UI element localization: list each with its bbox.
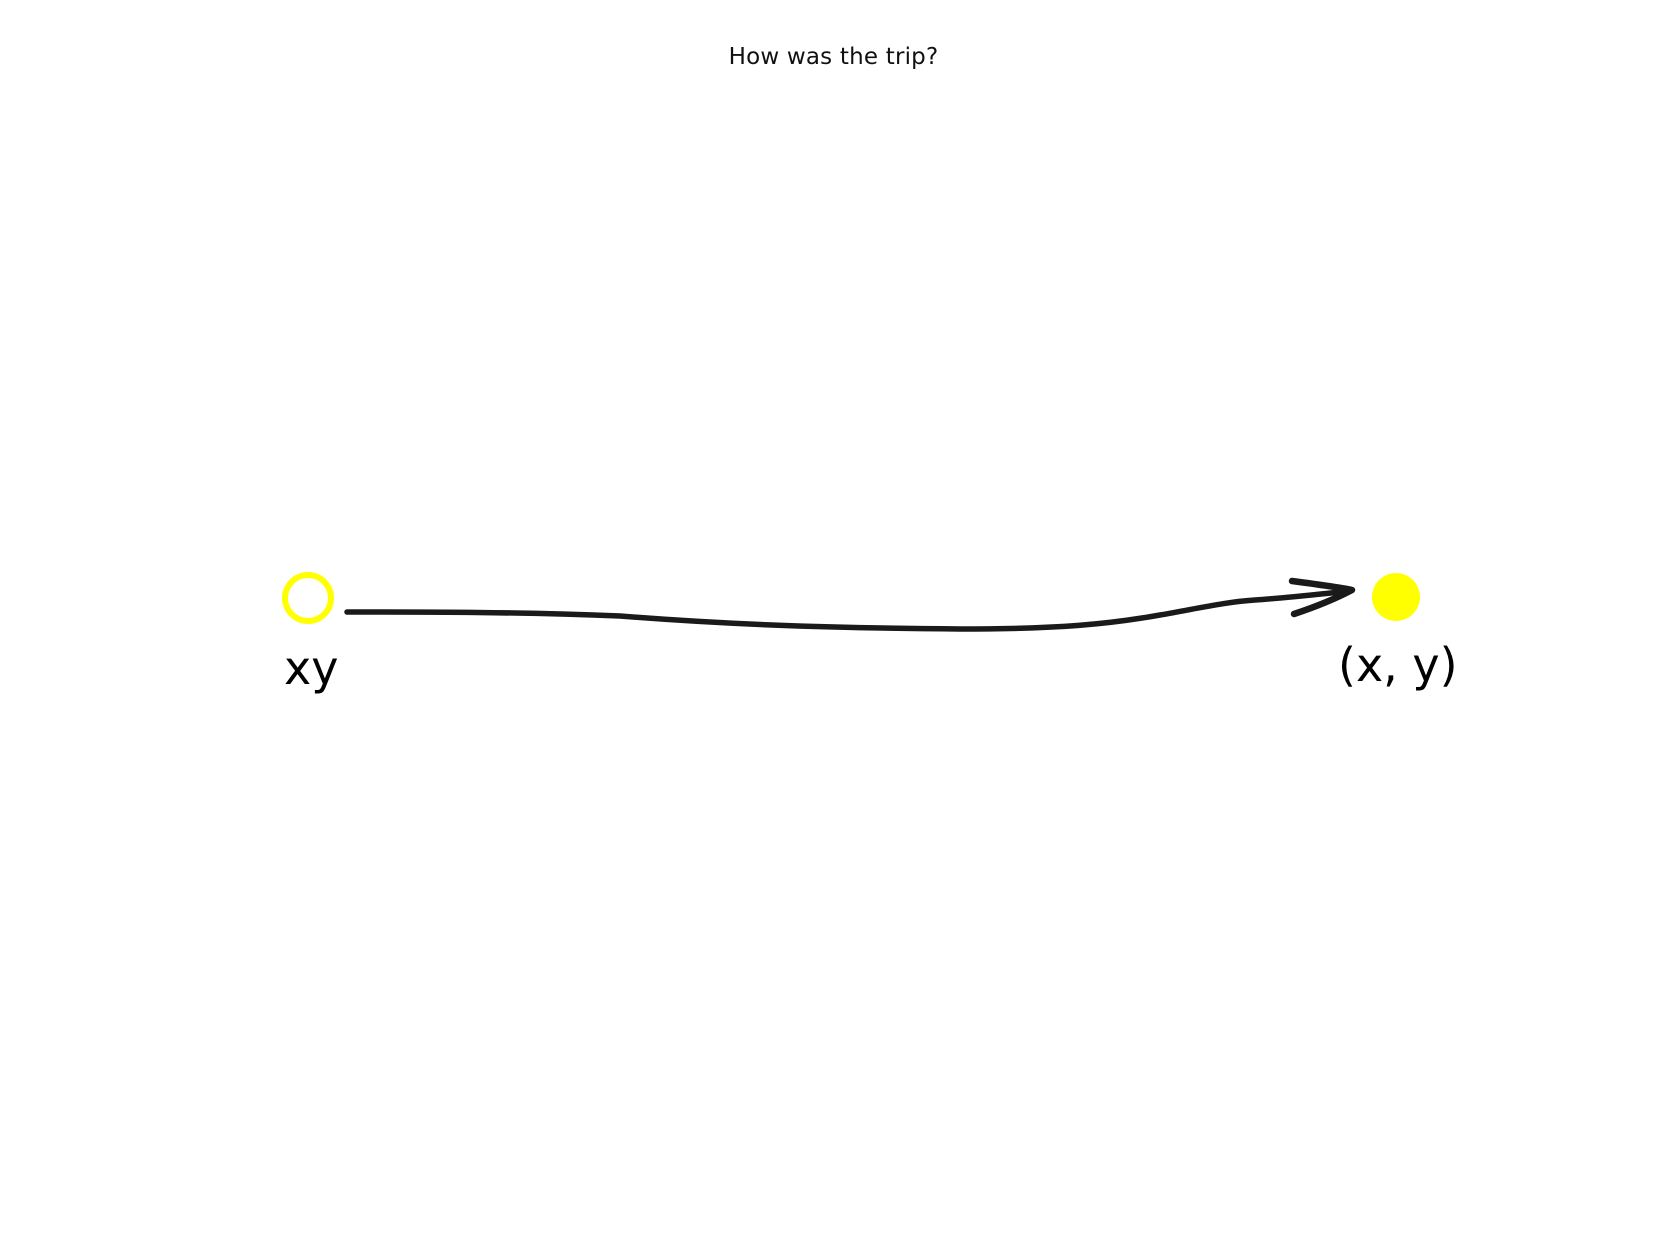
arrow-head [1288,577,1356,618]
diagram-title: How was the trip? [728,44,939,70]
start-point-label: xy [284,641,339,695]
end-point-label: (x, y) [1338,638,1458,692]
start-point-hollow-circle [282,572,334,624]
arrow-shaft [344,588,1353,632]
end-point-filled-circle [1372,573,1420,621]
